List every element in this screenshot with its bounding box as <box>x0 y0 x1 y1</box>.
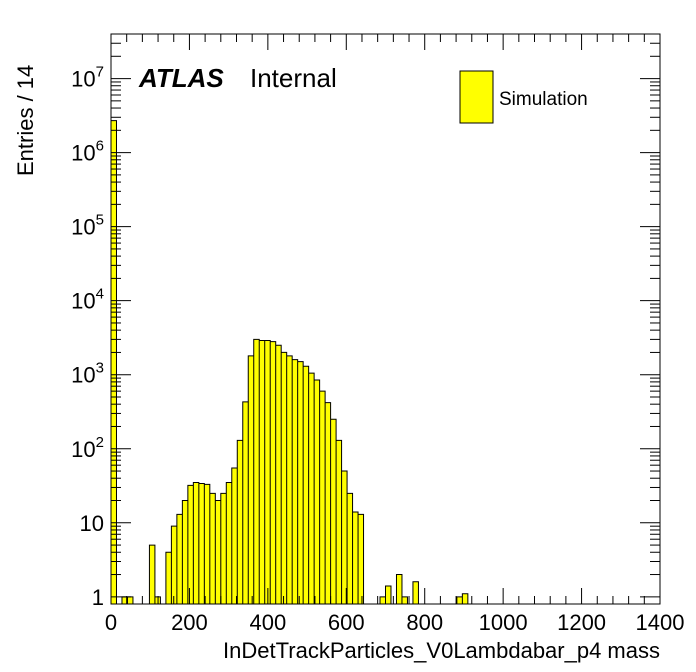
histogram-bar <box>242 401 249 604</box>
histogram-bar <box>270 341 276 604</box>
histogram-bar <box>209 493 216 604</box>
x-tick-labels: 0 200 400 600 800 1000 1200 1400 <box>105 610 685 635</box>
x-tick-label: 1400 <box>636 610 685 635</box>
histogram-bar <box>182 500 188 604</box>
y-axis-title: Entries / 14 <box>13 65 38 176</box>
histogram-bar <box>385 586 391 604</box>
axis-ticks <box>110 33 661 604</box>
histogram-bar <box>336 440 342 604</box>
y-tick-label: 103 <box>71 360 104 388</box>
y-tick-label: 107 <box>71 64 104 92</box>
histogram-bar <box>111 120 117 604</box>
histogram-bar <box>220 493 227 604</box>
x-tick-label: 1200 <box>557 610 606 635</box>
histogram-bar <box>237 440 243 604</box>
histogram-bar <box>297 361 304 604</box>
y-tick-label: 104 <box>71 286 104 314</box>
histogram-bar <box>303 366 309 604</box>
histogram-bar <box>319 391 326 604</box>
histogram-bar <box>330 419 337 604</box>
histogram-bar <box>456 596 463 604</box>
legend-swatch <box>459 70 494 124</box>
histogram-bar <box>149 545 155 604</box>
histogram-bar <box>193 482 199 604</box>
x-tick-label: 200 <box>171 610 208 635</box>
histogram-bar <box>325 402 331 604</box>
histogram-bar <box>308 373 315 604</box>
histogram-bar <box>248 355 254 604</box>
atlas-internal-label: Internal <box>250 63 337 93</box>
histogram-bar <box>259 340 265 604</box>
x-tick-label: 400 <box>249 610 286 635</box>
histogram-bar <box>215 500 221 604</box>
histogram-bar <box>226 482 232 604</box>
histogram-bar <box>462 593 468 604</box>
x-tick-label: 800 <box>406 610 443 635</box>
histogram-bar <box>187 485 194 604</box>
histogram-bar <box>396 574 402 604</box>
histogram-bar <box>198 483 205 604</box>
histogram-bar <box>127 596 133 604</box>
histogram-bar <box>165 552 172 604</box>
histogram-bar <box>314 379 320 604</box>
histogram-bar <box>176 514 183 604</box>
histogram-bar <box>231 467 238 604</box>
histogram-bar <box>358 514 364 604</box>
histogram-bar <box>121 596 128 604</box>
histogram-outline <box>110 120 469 604</box>
histogram-bar <box>401 596 408 604</box>
histogram-bar <box>171 526 177 604</box>
histogram-bar <box>341 471 348 604</box>
y-tick-label: 102 <box>71 434 104 462</box>
histogram-bar <box>275 345 282 604</box>
x-tick-label: 0 <box>105 610 117 635</box>
histogram-bars <box>110 120 469 604</box>
plot-border <box>110 33 661 605</box>
histogram-bar <box>380 596 386 604</box>
histogram-bar <box>292 359 298 604</box>
atlas-label: ATLAS <box>138 63 224 93</box>
y-tick-label: 105 <box>71 212 104 240</box>
histogram-bar <box>347 493 353 604</box>
histogram-bar <box>281 352 287 604</box>
histogram-bar <box>352 511 359 604</box>
histogram-bar <box>286 355 293 604</box>
y-tick-label: 10 <box>80 511 104 536</box>
histogram-bar <box>204 484 210 604</box>
x-tick-label: 600 <box>328 610 365 635</box>
histogram-bar <box>253 339 260 604</box>
histogram-bar <box>412 581 419 604</box>
legend-label: Simulation <box>499 89 588 110</box>
plot-frame <box>110 33 661 605</box>
x-axis-title: InDetTrackParticles_V0Lambdabar_p4 mass <box>223 638 660 663</box>
x-tick-label: 1000 <box>479 610 528 635</box>
y-tick-label: 1 <box>92 585 104 610</box>
histogram-bar <box>264 340 271 604</box>
y-tick-label: 106 <box>71 138 104 166</box>
y-tick-labels: 1 10 102 103 104 105 106 107 <box>71 64 104 610</box>
